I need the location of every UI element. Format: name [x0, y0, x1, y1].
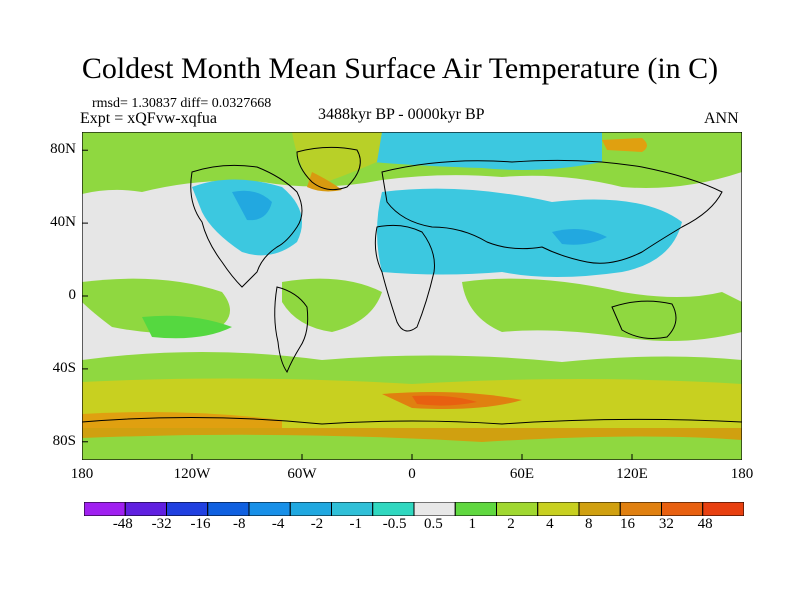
colorbar-box — [289, 502, 332, 516]
stats-label: rmsd= 1.30837 diff= 0.0327668 — [92, 96, 272, 111]
lon-tick-label: 60W — [287, 466, 317, 482]
colorbar-box — [619, 502, 662, 516]
colorbar-label: 1 — [468, 516, 476, 532]
lat-tick-label: 80N — [50, 141, 76, 158]
season-label: ANN — [704, 110, 739, 127]
indian-ocean-field — [462, 278, 742, 341]
colorbar-box — [578, 502, 621, 516]
colorbar-label: 4 — [546, 516, 554, 532]
colorbar-label: -32 — [151, 516, 172, 532]
lat-tick-label: 80S — [52, 432, 76, 449]
coastlines — [82, 146, 742, 425]
colorbar-box — [661, 502, 704, 516]
colorbar-box — [124, 502, 167, 516]
colorbar-box — [331, 502, 374, 516]
colorbar-label: -48 — [112, 516, 133, 532]
lon-tick-label: 0 — [408, 466, 416, 482]
antarctic-warm-core — [412, 395, 477, 406]
lon-tick-label: 180 — [730, 466, 754, 482]
colorbar-label: -1 — [349, 516, 363, 532]
colorbar-box — [537, 502, 580, 516]
siberia-warm-spot — [602, 138, 647, 152]
greenland-field — [292, 132, 382, 187]
colorbar-box — [702, 502, 744, 516]
greenland-warm-spot — [307, 172, 342, 192]
colorbar-label: 2 — [507, 516, 515, 532]
anomaly-fields — [82, 132, 742, 460]
colorbar-label: 8 — [584, 516, 593, 532]
colorbar — [84, 502, 744, 516]
colorbar-label: 16 — [620, 516, 636, 532]
world-anomaly-map — [82, 132, 742, 460]
colorbar-label: 32 — [658, 516, 674, 532]
colorbar-box — [496, 502, 539, 516]
colorbar-label: 48 — [697, 516, 713, 532]
north-america-coast — [190, 164, 303, 288]
period-label: 3488kyr BP - 0000kyr BP — [318, 106, 485, 123]
lat-tick-label: 40N — [50, 214, 76, 231]
colorbar-label: -16 — [190, 516, 211, 532]
ross-sea-warm-field — [82, 412, 282, 432]
arctic-cold-field — [372, 132, 602, 170]
south-pacific-field — [142, 315, 232, 339]
polar-field — [82, 434, 742, 460]
colorbar-label: -2 — [310, 516, 324, 532]
antarctica-coast — [82, 416, 742, 425]
map-title: Coldest Month Mean Surface Air Temperatu… — [81, 52, 719, 85]
eurasia-cold-field — [377, 188, 682, 277]
colorbar-label: 0.5 — [424, 516, 443, 532]
tick-marks — [82, 149, 742, 460]
greenland-coast — [296, 146, 361, 191]
colorbar-box — [248, 502, 291, 516]
lon-tick-label: 60E — [509, 466, 535, 482]
colorbar-box — [166, 502, 209, 516]
lon-tick-label: 120W — [173, 466, 211, 482]
eurasia-coast — [381, 159, 723, 264]
lat-tick-label: 40S — [52, 359, 76, 376]
colorbar-box — [207, 502, 250, 516]
colorbar-label: -0.5 — [382, 516, 407, 532]
canada-cold-core — [232, 190, 272, 221]
south-america-coast — [274, 286, 309, 374]
colorbar-box — [372, 502, 415, 516]
africa-coast — [374, 224, 435, 332]
colorbar-label: -4 — [271, 516, 285, 532]
colorbar-box — [84, 502, 126, 516]
australia-coast — [611, 300, 677, 339]
lat-tick-label: 0 — [68, 287, 77, 303]
colorbar-box — [413, 502, 456, 516]
experiment-label: Expt = xQFvw-xqfua — [80, 110, 218, 127]
central-asia-cold-core — [552, 228, 607, 245]
tropical-atlantic-field — [282, 278, 382, 332]
lon-tick-label: 120E — [616, 466, 648, 482]
lon-tick-label: 180 — [70, 466, 94, 482]
colorbar-label: -8 — [233, 516, 246, 532]
colorbar-box — [454, 502, 497, 516]
